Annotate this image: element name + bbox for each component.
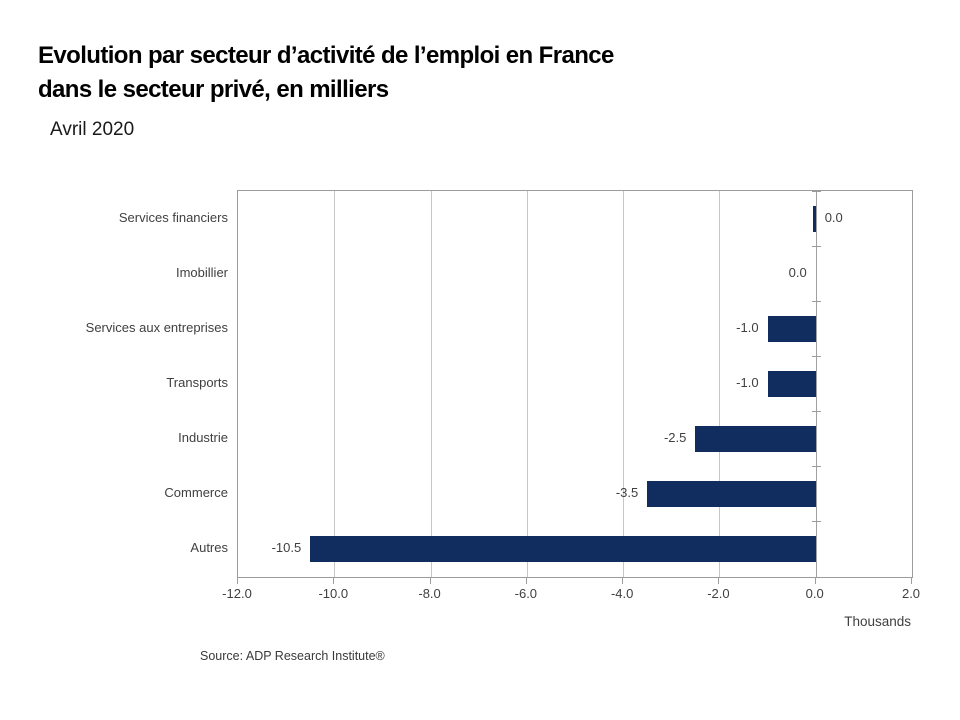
category-label: Transports	[166, 375, 228, 390]
category-label: Services financiers	[118, 209, 228, 225]
x-axis-tick	[333, 578, 335, 584]
gridline	[526, 191, 528, 577]
data-label: -1.0	[736, 375, 759, 390]
category-label: Imobillier	[175, 264, 228, 280]
category-axis-tick	[811, 466, 821, 468]
category-axis-tick	[811, 576, 821, 578]
category-axis-tick	[811, 411, 821, 413]
x-axis-tick	[911, 578, 912, 584]
bar-commerce	[647, 481, 816, 508]
plot-area	[237, 190, 913, 578]
chart-subtitle: Avril 2020	[50, 119, 135, 140]
x-axis-tick-label: -8.0	[418, 586, 441, 601]
x-axis-tick-label: -6.0	[514, 586, 538, 601]
x-axis-tick-label: 0.0	[805, 586, 824, 601]
data-label: -2.5	[663, 430, 687, 446]
x-axis-tick	[622, 578, 624, 584]
x-axis-tick	[525, 578, 527, 584]
x-axis-tick-label: -4.0	[610, 586, 634, 601]
x-axis-tick	[237, 578, 238, 584]
category-axis-tick	[811, 355, 821, 357]
category-axis-tick	[811, 300, 821, 302]
category-axis-tick	[811, 190, 821, 192]
bar-services-financiers	[812, 205, 816, 232]
data-label: -1.0	[736, 319, 759, 335]
x-axis-tick	[814, 578, 816, 584]
x-axis-unit-label: Thousands	[844, 614, 911, 629]
x-axis-tick-label: -12.0	[222, 586, 252, 601]
category-label: Services aux entreprises	[85, 319, 228, 335]
chart-title-line2: dans le secteur privé, en milliers	[38, 76, 389, 103]
bar-services-aux-entreprises	[767, 315, 816, 342]
gridline	[430, 191, 432, 577]
category-label: Commerce	[164, 485, 228, 501]
category-axis-tick	[811, 521, 821, 523]
gridline	[719, 191, 721, 577]
x-axis-tick-label: 2.0	[901, 586, 921, 601]
chart-title-line1: Evolution par secteur d’activité de l’em…	[38, 42, 614, 69]
category-label: Industrie	[178, 430, 228, 446]
x-axis-tick	[718, 578, 720, 584]
gridline	[334, 191, 336, 577]
zero-axis-line	[815, 191, 817, 577]
category-axis-tick	[811, 245, 821, 247]
source-note: Source: ADP Research Institute®	[200, 649, 385, 663]
bar-autres	[310, 536, 816, 563]
data-label: 0.0	[824, 209, 843, 225]
data-label: -3.5	[615, 485, 639, 501]
data-label: 0.0	[788, 264, 807, 280]
x-axis-tick-label: -10.0	[318, 586, 349, 601]
category-label: Autres	[190, 540, 228, 556]
bar-transports	[767, 371, 816, 397]
data-label: -10.5	[271, 540, 302, 556]
x-axis-tick-label: -2.0	[707, 586, 730, 601]
bar-industrie	[695, 426, 816, 453]
gridline	[623, 191, 625, 577]
x-axis-tick	[429, 578, 431, 584]
